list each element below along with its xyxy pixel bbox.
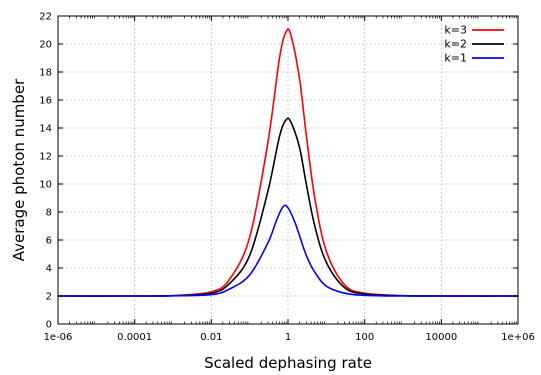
y-tick-label: 16 [39,96,52,107]
y-tick-label: 0 [46,320,52,331]
series-group [57,28,519,297]
x-axis-label: Scaled dephasing rate [204,354,372,372]
y-tick-label: 22 [39,12,52,23]
axis-ticks: 1e-06 0.0001 0.01 1 100 10000 1e+06 0 2 4 6 8 10 12 14… [39,12,535,344]
legend: k=3k=2k=1 [444,24,504,65]
y-tick-label: 14 [39,124,52,135]
x-tick-label: 1e-06 [44,332,73,343]
y-axis-label: Average photon number [10,78,28,261]
y-tick-label: 4 [46,264,52,275]
y-tick-label: 6 [46,236,52,247]
y-tick-label: 18 [39,68,52,79]
y-tick-label: 8 [46,208,52,219]
series-line-k1 [57,204,519,297]
legend-label: k=2 [444,38,467,51]
x-tick-label: 0.01 [200,332,222,343]
legend-label: k=3 [444,24,467,37]
y-tick-label: 12 [39,152,52,163]
y-tick-label: 2 [46,292,52,303]
x-tick-label: 100 [355,332,374,343]
y-tick-label: 10 [39,180,52,191]
series-line-k2 [57,117,519,297]
y-tick-label: 20 [39,40,52,51]
x-tick-label: 1e+06 [501,332,535,343]
x-tick-label: 1 [285,332,291,343]
legend-label: k=1 [444,52,467,65]
x-tick-label: 10000 [425,332,457,343]
x-tick-label: 0.0001 [117,332,152,343]
